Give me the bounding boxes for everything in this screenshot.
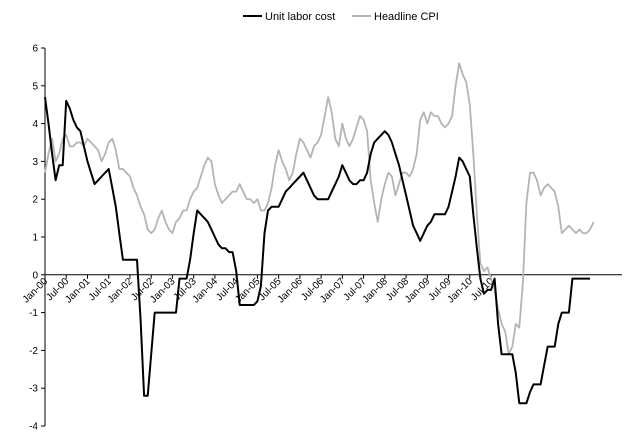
y-tick-label: -4 (29, 422, 38, 433)
series-line-headline-cpi (44, 62, 595, 356)
y-tick-label: 2 (32, 195, 38, 206)
legend-label-unit-labor-cost: Unit labor cost (265, 11, 335, 23)
series-layer (44, 62, 595, 405)
y-tick-label: -1 (29, 308, 38, 319)
y-tick-label: -3 (29, 384, 38, 395)
axes: -4-3-2-10123456Jan-00Jul-00Jan-01Jul-01J… (21, 44, 622, 433)
y-tick-label: 4 (32, 119, 38, 130)
y-tick-label: 1 (32, 233, 38, 244)
y-tick-label: 0 (32, 270, 38, 281)
legend-label-headline-cpi: Headline CPI (374, 11, 439, 23)
y-tick-label: -2 (29, 346, 38, 357)
y-tick-label: 6 (32, 44, 38, 55)
y-tick-label: 3 (32, 157, 38, 168)
series-line-unit-labor-cost (44, 96, 591, 405)
y-tick-label: 5 (32, 81, 38, 92)
legend: Unit labor cost Headline CPI (243, 11, 439, 23)
